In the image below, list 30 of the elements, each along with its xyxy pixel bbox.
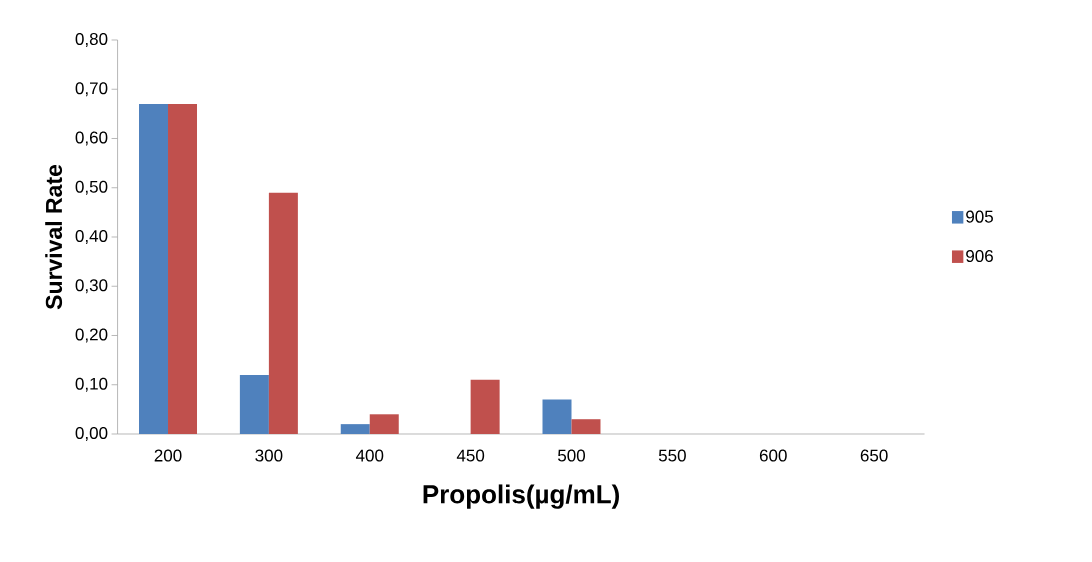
bar <box>168 104 198 434</box>
legend-label: 905 <box>966 210 993 223</box>
y-tick-label: 0,60 <box>75 131 108 146</box>
bar <box>369 414 399 434</box>
bar <box>239 374 269 434</box>
bar <box>571 419 601 434</box>
y-tick-label: 0,20 <box>75 328 108 343</box>
x-tick-label: 500 <box>557 449 586 462</box>
x-tick-label: 300 <box>255 449 283 462</box>
x-axis-title: Propolis(µg/mL) <box>423 484 619 509</box>
x-tick-label: 200 <box>154 449 182 462</box>
x-tick-label: 550 <box>658 449 686 462</box>
bar <box>268 192 298 434</box>
y-tick-label: 0,50 <box>75 180 108 195</box>
x-tick-label: 600 <box>759 449 787 462</box>
y-tick-label: 0,30 <box>75 279 108 294</box>
bar <box>542 399 572 434</box>
bar <box>470 379 500 434</box>
x-tick-label: 650 <box>860 449 888 462</box>
x-tick-label: 400 <box>355 449 384 462</box>
y-tick-label: 0,70 <box>75 82 108 97</box>
legend-label: 906 <box>966 249 993 263</box>
bar <box>340 424 370 434</box>
x-tick-label: 450 <box>456 449 485 462</box>
y-tick-label: 0,10 <box>75 377 108 392</box>
y-tick-label: 0,80 <box>75 32 108 48</box>
y-tick-label: 0,40 <box>75 229 108 245</box>
y-axis-title: Survival Rate <box>45 164 63 310</box>
bar <box>139 104 169 434</box>
y-tick-label: 0,00 <box>75 426 108 442</box>
